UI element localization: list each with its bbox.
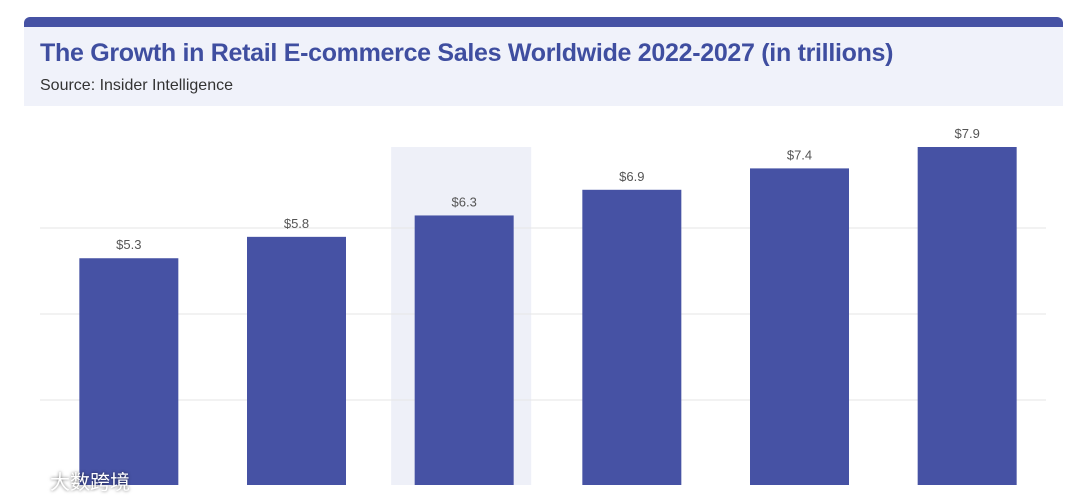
watermark-text: 大数跨境 — [50, 470, 130, 494]
x-tick-label-2025: 2025 — [617, 498, 646, 501]
x-tick-label-2027: 2027 — [953, 498, 982, 501]
chart-header: The Growth in Retail E-commerce Sales Wo… — [24, 27, 1063, 106]
header-accent-bar — [24, 17, 1063, 27]
watermark: 大数跨境 — [8, 466, 130, 495]
bar-2025 — [582, 189, 682, 486]
bar-2027 — [917, 147, 1017, 485]
x-tick-label-2022: 2022 — [114, 498, 143, 501]
chart-title: The Growth in Retail E-commerce Sales Wo… — [40, 39, 894, 67]
x-tick-label-2026: 2026 — [785, 498, 814, 501]
data-label-2023: $5.8 — [284, 216, 309, 231]
watermark-logo-icon — [8, 471, 44, 490]
x-tick-label-2024: 2024 — [450, 498, 479, 501]
data-label-2022: $5.3 — [116, 237, 141, 252]
bar-2023 — [247, 236, 346, 485]
chart-subtitle: Source: Insider Intelligence — [40, 77, 233, 94]
data-label-2027: $7.9 — [955, 126, 980, 141]
bar-2026 — [750, 168, 849, 486]
data-label-2025: $6.9 — [619, 169, 644, 184]
data-label-2024: $6.3 — [452, 194, 477, 209]
x-tick-label-2023: 2023 — [282, 498, 311, 501]
bar-2022 — [79, 258, 179, 485]
data-label-2026: $7.4 — [787, 147, 812, 162]
bar-2024 — [414, 215, 514, 486]
